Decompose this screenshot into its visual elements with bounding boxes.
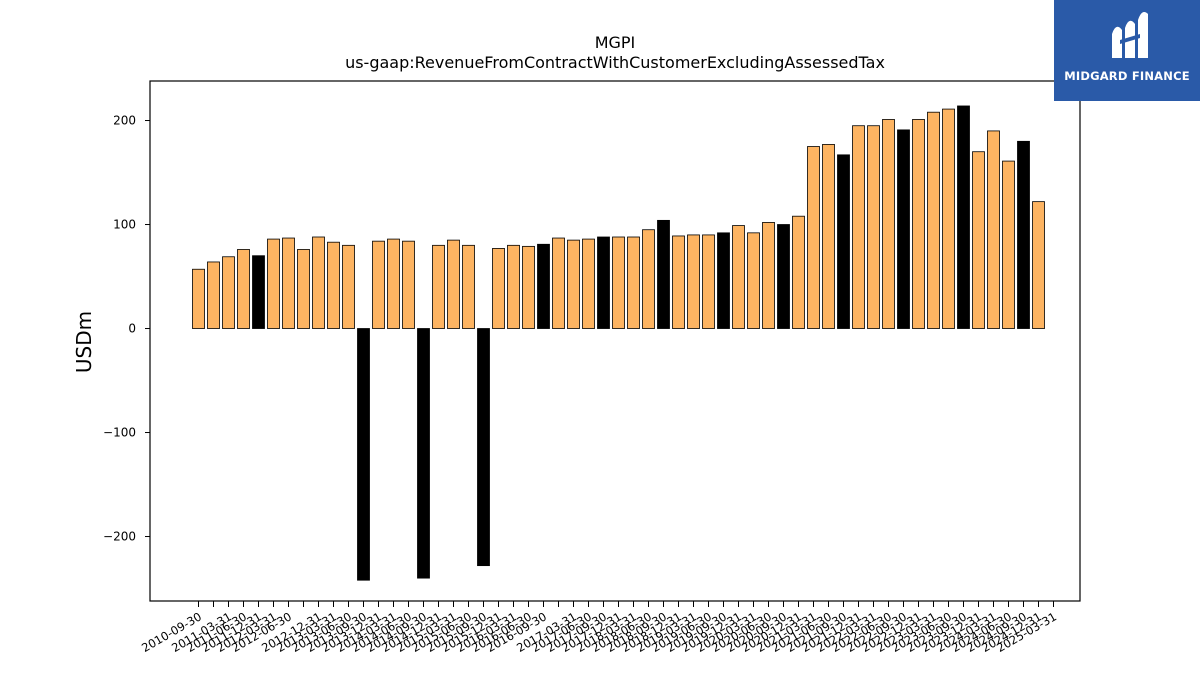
y-tick-label: 0 (128, 322, 136, 336)
bar-2023-06-30 (942, 108, 955, 329)
y-tick-label: −200 (103, 530, 136, 544)
bar-2020-09-30 (777, 224, 790, 329)
bar-2015-12-31 (492, 248, 505, 329)
x-axis-ticks: 2010-09-302011-03-312011-06-302011-12-31… (139, 601, 1059, 655)
bar-2022-09-30 (897, 129, 910, 329)
bar-2014-12-31 (432, 244, 445, 329)
bar-2014-06-30 (402, 240, 415, 329)
bar-2021-09-30 (837, 154, 850, 329)
bar-2012-09-30 (297, 249, 310, 329)
bar-2011-06-30 (237, 249, 250, 329)
bar-2016-09-30 (537, 243, 550, 329)
bar-2012-03-31 (267, 238, 280, 329)
bar-2013-12-31 (372, 240, 385, 329)
bars-group (192, 105, 1045, 581)
bar-2010-09-30 (192, 268, 205, 329)
bar-2018-09-30 (657, 219, 670, 329)
bar-2024-06-30 (1002, 160, 1015, 329)
bar-2020-03-31 (747, 232, 760, 329)
bar-2012-06-30 (282, 237, 295, 329)
bar-2024-09-30 (1017, 140, 1030, 329)
y-axis-ticks: −200 −100 0 100 200 (103, 114, 150, 544)
bar-2017-03-31 (567, 239, 580, 329)
chart-subtitle: us-gaap:RevenueFromContractWithCustomerE… (345, 53, 885, 72)
bar-2015-09-30 (477, 328, 490, 567)
bar-2019-03-31 (687, 234, 700, 329)
midgard-logo-mark-icon (1112, 12, 1148, 58)
bar-2018-12-31 (672, 235, 685, 329)
bar-2021-06-30 (822, 144, 835, 329)
bar-2017-06-30 (582, 238, 595, 329)
bar-2013-03-31 (327, 241, 340, 329)
y-tick-label: 200 (113, 114, 136, 128)
bar-2019-12-31 (732, 225, 745, 329)
bar-2012-12-31 (312, 236, 325, 329)
bar-2011-12-31 (252, 255, 265, 329)
bar-2016-03-31 (507, 244, 520, 329)
chart-title: MGPI (595, 33, 636, 52)
bar-2022-06-30 (882, 119, 895, 329)
bar-2018-03-31 (627, 236, 640, 329)
bar-2014-03-31 (387, 238, 400, 329)
plot-frame (149, 80, 1081, 602)
bar-2023-09-30 (957, 105, 970, 329)
logo-text: MIDGARD FINANCE (1064, 69, 1190, 83)
bar-2019-09-30 (717, 232, 730, 329)
bar-2018-06-30 (642, 229, 655, 329)
bar-2014-09-30 (417, 328, 430, 579)
bar-2023-12-31 (972, 151, 985, 329)
bar-2017-09-30 (597, 236, 610, 329)
bar-2017-12-31 (612, 236, 625, 329)
bar-2019-06-30 (702, 234, 715, 329)
bar-2016-12-31 (552, 237, 565, 329)
bar-2021-03-31 (807, 146, 820, 329)
midgard-finance-logo: MIDGARD FINANCE (1054, 0, 1200, 101)
bar-2021-12-31 (852, 125, 865, 329)
bar-2011-03-31 (222, 256, 235, 329)
bar-2010-12-31 (207, 261, 220, 329)
bar-2022-03-31 (867, 125, 880, 329)
bar-2023-03-31 (927, 111, 940, 329)
bar-2022-12-31 (912, 119, 925, 329)
bar-2020-12-31 (792, 215, 805, 329)
bar-2020-06-30 (762, 222, 775, 329)
bar-2013-09-30 (357, 328, 370, 581)
bar-2015-03-31 (447, 239, 460, 329)
y-tick-label: −100 (103, 426, 136, 440)
bar-2016-06-30 (522, 245, 535, 329)
bar-2013-06-30 (342, 244, 355, 329)
bar-2015-06-30 (462, 244, 475, 329)
y-tick-label: 100 (113, 218, 136, 232)
y-axis-label: USDm (72, 311, 96, 373)
bar-2024-03-31 (987, 130, 1000, 329)
bar-2024-12-31 (1032, 201, 1045, 329)
